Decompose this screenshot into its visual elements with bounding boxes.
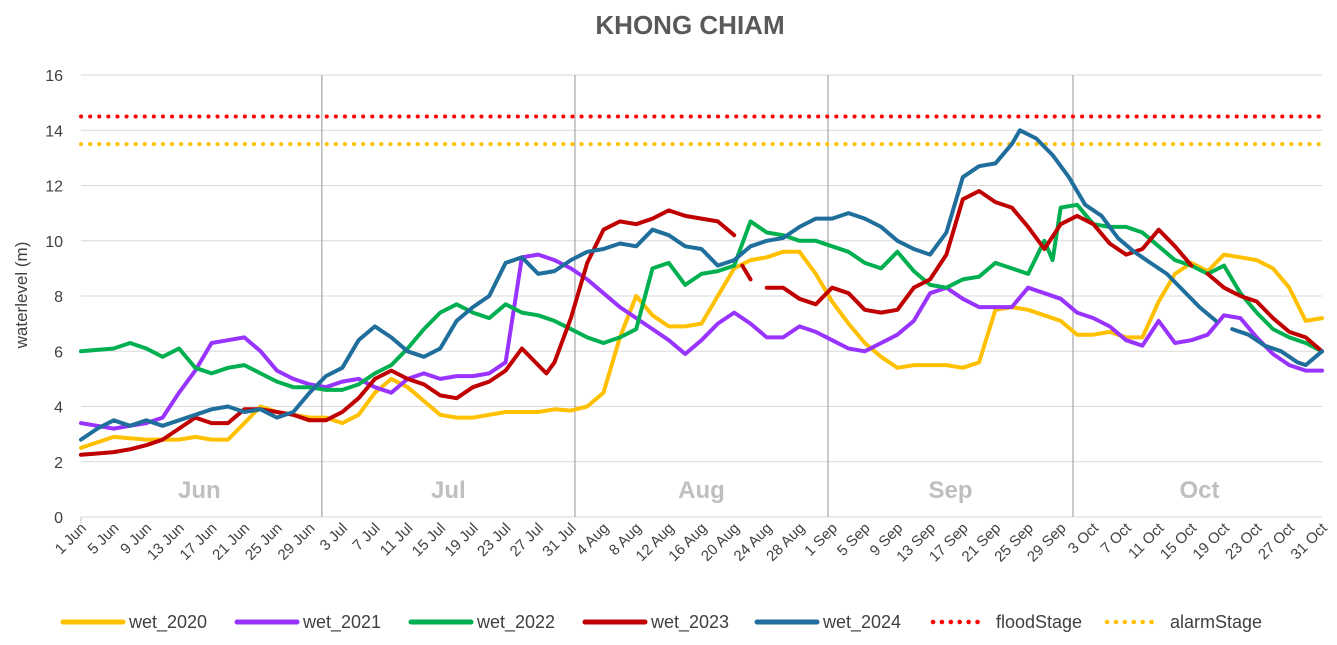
series-line-wet_2020 [79, 249, 1324, 450]
legend-item-alarmStage: alarmStage [1104, 612, 1262, 632]
month-label: Sep [929, 477, 973, 504]
x-tick-label: 23 Jul [474, 520, 514, 560]
x-tick-label: 5 Jun [85, 520, 123, 558]
legend-item-wet_2020: wet_2020 [60, 612, 207, 633]
series-line-wet_2021 [79, 252, 1324, 431]
legend-label: floodStage [996, 612, 1082, 632]
legend-label: alarmStage [1170, 612, 1262, 632]
month-label: Oct [1180, 477, 1220, 504]
series-line-wet_2024 [79, 128, 1324, 442]
series-line-wet_2023 [79, 189, 1324, 457]
legend-item-wet_2023: wet_2023 [582, 612, 729, 633]
legend-label: wet_2023 [650, 612, 729, 633]
x-tick-label: 31 Jul [539, 520, 579, 560]
legend-label: wet_2021 [302, 612, 381, 633]
legend-label: wet_2020 [128, 612, 207, 633]
x-tick-label: 1 Sep [801, 520, 841, 560]
y-tick-label: 12 [45, 179, 63, 196]
month-label: Jul [431, 477, 466, 504]
y-tick-label: 0 [54, 510, 63, 527]
series-line-wet_2022 [79, 202, 1324, 392]
month-labels: Jun Jul Aug Sep Oct [178, 477, 1219, 504]
legend-item-wet_2024: wet_2024 [754, 612, 901, 633]
y-tick-label: 6 [54, 344, 63, 361]
y-tick-label: 10 [45, 234, 63, 251]
x-tick-label: 5 Sep [834, 520, 874, 560]
x-tick-label: 29 Jun [275, 520, 319, 564]
y-tick-label: 8 [54, 289, 63, 306]
x-tick-label: 27 Jul [507, 520, 547, 560]
x-tick-label: 11 Jul [377, 520, 417, 560]
month-label: Aug [678, 477, 725, 504]
y-axis-label: waterlevel (m) [12, 242, 31, 350]
chart-title: KHONG CHIAM [595, 10, 784, 40]
x-tick-label: 15 Jul [409, 520, 449, 560]
legend-item-floodStage: floodStage [930, 612, 1082, 632]
legend-item-wet_2021: wet_2021 [234, 612, 381, 633]
month-label: Jun [178, 477, 221, 504]
legend-item-wet_2022: wet_2022 [408, 612, 555, 633]
reference-lines [79, 114, 1324, 147]
legend: wet_2020 wet_2021 wet_2022 wet_2023 wet_2024… [60, 612, 1262, 633]
x-tick-label: 3 Jul [317, 520, 351, 554]
y-tick-label: 16 [45, 68, 63, 85]
x-tick-label: 31 Oct [1288, 519, 1332, 563]
y-tick-label: 2 [54, 455, 63, 472]
legend-label: wet_2022 [476, 612, 555, 633]
x-tick-label: 3 Oct [1065, 519, 1103, 557]
x-tick-label: 19 Jul [441, 520, 481, 560]
series-lines [79, 128, 1324, 457]
legend-label: wet_2024 [822, 612, 901, 633]
y-tick-label: 4 [54, 400, 63, 417]
y-tick-label: 14 [45, 123, 63, 140]
x-tick-label: 4 Aug [573, 520, 612, 559]
gridlines [80, 74, 1322, 523]
y-tick-labels: 0 2 4 6 8 10 12 14 16 [45, 68, 63, 527]
